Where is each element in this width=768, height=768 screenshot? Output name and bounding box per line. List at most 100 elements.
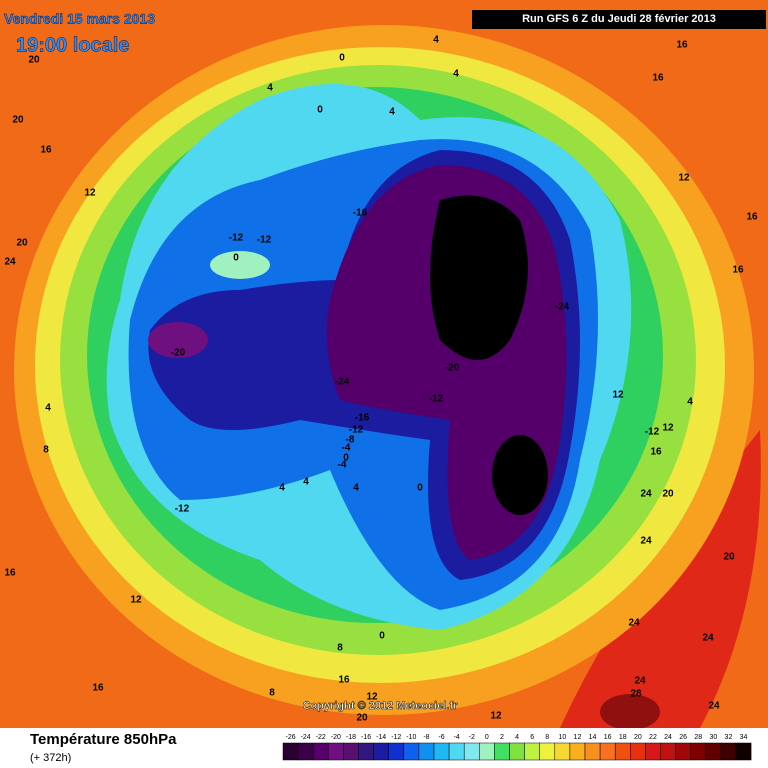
colorbar-swatch <box>448 742 465 761</box>
contour-label: -16 <box>355 413 370 424</box>
contour-label: 0 <box>339 53 345 64</box>
colorbar-swatch <box>720 742 737 761</box>
colorbar-label: -24 <box>301 734 311 741</box>
contour-label: -24 <box>471 256 486 267</box>
contour-label: 0 <box>233 253 239 264</box>
colorbar-label: 20 <box>634 734 642 741</box>
colorbar-swatch <box>539 742 556 761</box>
contour-label: 4 <box>433 35 439 46</box>
contour-label: 12 <box>130 595 142 606</box>
contour-label: 12 <box>490 711 502 722</box>
contour-label: 12 <box>612 390 624 401</box>
colorbar-label: -18 <box>346 734 356 741</box>
contour-label: 0 <box>317 105 323 116</box>
zone <box>210 251 270 279</box>
colorbar-label: -6 <box>438 734 444 741</box>
contour-label: -12 <box>429 394 444 405</box>
contour-label: 20 <box>16 238 28 249</box>
contour-label: -12 <box>229 233 244 244</box>
contour-label: 4 <box>453 69 459 80</box>
colorbar-swatch <box>705 742 722 761</box>
colorbar-swatch <box>282 742 299 761</box>
contour-label: 16 <box>4 568 16 579</box>
contour-label: -12 <box>349 425 364 436</box>
contour-label: 12 <box>84 188 96 199</box>
contour-label: -24 <box>469 202 484 213</box>
contour-label: 20 <box>723 552 735 563</box>
contour-label: 16 <box>40 145 52 156</box>
colorbar-swatch <box>690 742 707 761</box>
core <box>430 195 528 360</box>
colorbar-swatch <box>599 742 616 761</box>
contour-label: 24 <box>708 701 720 712</box>
colorbar-swatch <box>645 742 661 761</box>
contour-label: 20 <box>28 55 40 66</box>
legend-subtitle: (+ 372h) <box>30 752 71 764</box>
colorbar-swatch <box>418 742 435 761</box>
contour-label: 16 <box>652 73 664 84</box>
colorbar-swatch <box>630 742 646 761</box>
copyright: Copyright © 2012 Meteociel.fr <box>303 700 459 712</box>
colorbar-swatch <box>343 742 359 761</box>
contour-label: 16 <box>746 212 758 223</box>
contour-label: 24 <box>702 633 714 644</box>
colorbar-swatch <box>524 742 540 761</box>
colorbar-label: 30 <box>709 734 717 741</box>
contour-label: -20 <box>445 363 460 374</box>
core <box>492 435 548 515</box>
colorbar-label: 4 <box>515 734 519 741</box>
contour-label: -24 <box>335 377 350 388</box>
colorbar-swatch <box>388 742 405 761</box>
contour-label: 24 <box>640 489 652 500</box>
colorbar-swatch <box>614 742 631 761</box>
contour-label: 20 <box>356 713 368 724</box>
colorbar-swatch <box>584 742 601 761</box>
colorbar-swatch <box>660 742 676 761</box>
colorbar-swatch <box>328 742 344 761</box>
contour-label: 12 <box>366 692 378 703</box>
colorbar-label: 16 <box>604 734 612 741</box>
colorbar-label: 34 <box>740 734 748 741</box>
run-info: Run GFS 6 Z du Jeudi 28 février 2013 <box>522 13 716 25</box>
colorbar-swatch <box>297 742 314 761</box>
colorbar-label: 6 <box>530 734 534 741</box>
contour-label: 8 <box>269 688 275 699</box>
colorbar-label: 28 <box>694 734 702 741</box>
contour-label: -4 <box>338 460 347 471</box>
colorbar-label: -20 <box>331 734 341 741</box>
colorbar-label: 8 <box>545 734 549 741</box>
contour-label: 28 <box>630 689 642 700</box>
legend-title: Température 850hPa <box>30 731 177 748</box>
colorbar-label: -10 <box>406 734 416 741</box>
contour-label: 24 <box>634 676 646 687</box>
contour-label: 12 <box>662 423 674 434</box>
contour-label: -12 <box>257 235 272 246</box>
colorbar-swatch <box>494 742 510 761</box>
contour-label: 16 <box>92 683 104 694</box>
contour-label: 24 <box>640 536 652 547</box>
colorbar-label: 22 <box>649 734 657 741</box>
colorbar-label: -2 <box>469 734 475 741</box>
contour-label: -24 <box>527 469 542 480</box>
contour-label: 24 <box>4 257 16 268</box>
contour-label: 4 <box>303 477 309 488</box>
colorbar-label: -26 <box>285 734 295 741</box>
colorbar-label: 2 <box>500 734 504 741</box>
contour-label: 16 <box>338 675 350 686</box>
contour-label: 4 <box>267 83 273 94</box>
contour-label: 4 <box>389 107 395 118</box>
contour-label: 4 <box>353 483 359 494</box>
colorbar-label: -8 <box>423 734 429 741</box>
contour-label: 16 <box>676 40 688 51</box>
contour-label: -28 <box>485 264 500 275</box>
contour-label: 16 <box>650 447 662 458</box>
colorbar-swatch <box>479 742 495 761</box>
contour-label: -24 <box>439 275 454 286</box>
colorbar-swatch <box>675 742 691 761</box>
colorbar-swatch <box>554 742 571 761</box>
contour-label: -4 <box>342 443 351 454</box>
colorbar-label: 24 <box>664 734 672 741</box>
colorbar-label: 32 <box>725 734 733 741</box>
